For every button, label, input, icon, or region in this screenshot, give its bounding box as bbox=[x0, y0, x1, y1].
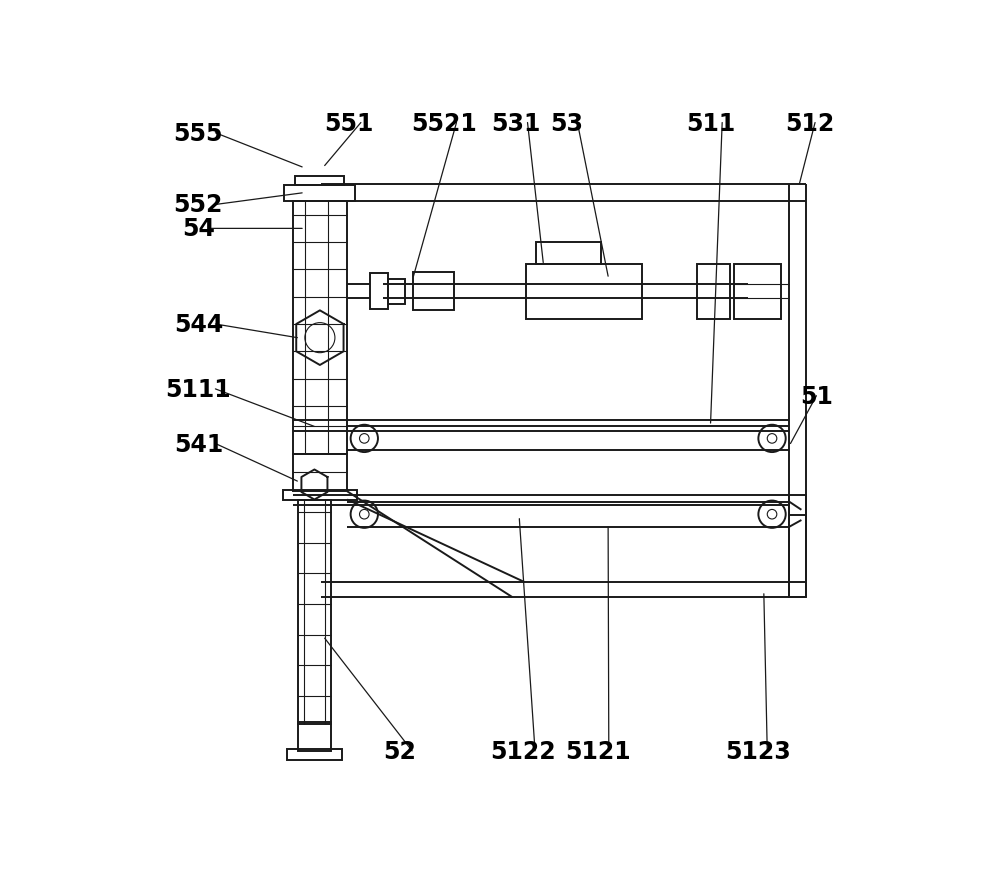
Bar bbox=[293, 455, 347, 492]
Text: 544: 544 bbox=[174, 313, 223, 337]
Text: 541: 541 bbox=[174, 432, 223, 456]
Text: 5111: 5111 bbox=[166, 377, 231, 401]
Bar bbox=[293, 202, 347, 455]
Text: 53: 53 bbox=[551, 112, 584, 136]
Text: 5122: 5122 bbox=[490, 739, 556, 763]
Bar bbox=[388, 280, 405, 304]
Bar bbox=[284, 185, 355, 202]
Bar bbox=[697, 265, 730, 319]
Text: 552: 552 bbox=[174, 193, 223, 217]
Bar bbox=[298, 722, 331, 751]
Bar bbox=[298, 500, 331, 724]
Text: 511: 511 bbox=[686, 112, 735, 136]
Text: 551: 551 bbox=[324, 112, 373, 136]
Text: 5123: 5123 bbox=[726, 739, 791, 763]
Text: 531: 531 bbox=[491, 112, 541, 136]
Bar bbox=[526, 265, 642, 319]
Text: 54: 54 bbox=[182, 217, 215, 241]
Bar bbox=[283, 491, 357, 500]
Text: 51: 51 bbox=[800, 385, 833, 408]
Bar bbox=[287, 750, 342, 760]
Text: 555: 555 bbox=[174, 121, 223, 145]
Text: 512: 512 bbox=[785, 112, 834, 136]
Bar bbox=[789, 495, 806, 597]
Text: 52: 52 bbox=[383, 739, 416, 763]
Text: 5121: 5121 bbox=[565, 739, 631, 763]
Bar bbox=[295, 177, 344, 185]
Bar bbox=[734, 265, 781, 319]
Bar bbox=[370, 274, 388, 309]
Bar bbox=[413, 273, 454, 311]
Bar bbox=[536, 243, 601, 265]
Text: 5521: 5521 bbox=[411, 112, 477, 136]
